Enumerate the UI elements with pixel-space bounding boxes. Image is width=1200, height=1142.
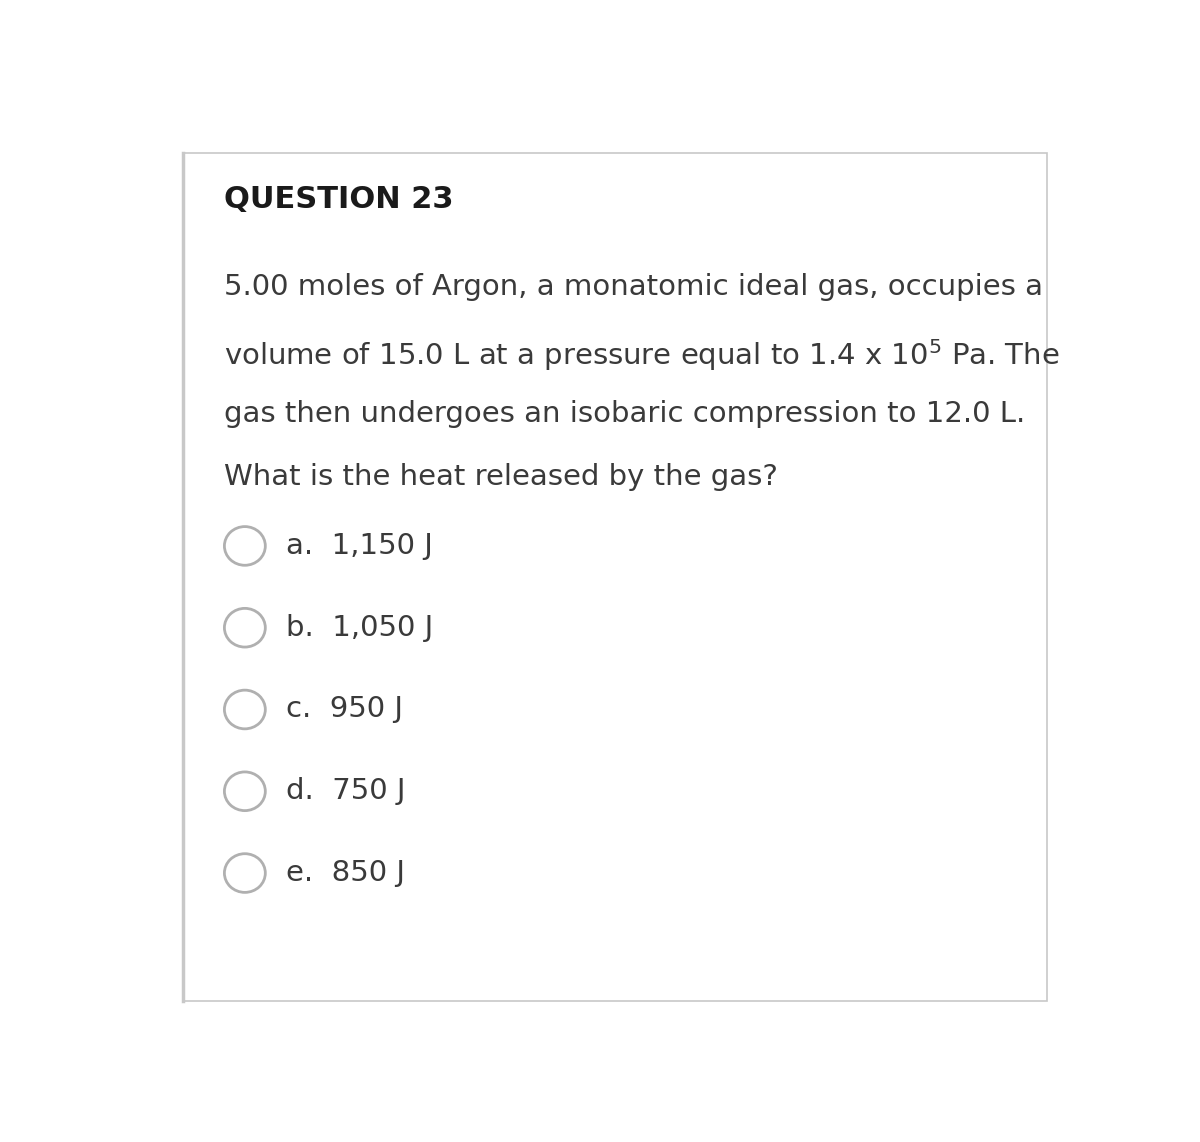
Text: d.  750 J: d. 750 J bbox=[286, 778, 406, 805]
Text: QUESTION 23: QUESTION 23 bbox=[224, 185, 454, 215]
Circle shape bbox=[224, 854, 265, 892]
FancyBboxPatch shape bbox=[182, 153, 1048, 1000]
Circle shape bbox=[224, 526, 265, 565]
Circle shape bbox=[224, 772, 265, 811]
Text: 5.00 moles of Argon, a monatomic ideal gas, occupies a: 5.00 moles of Argon, a monatomic ideal g… bbox=[224, 273, 1044, 301]
Circle shape bbox=[224, 609, 265, 648]
Text: a.  1,150 J: a. 1,150 J bbox=[286, 532, 433, 560]
Circle shape bbox=[224, 690, 265, 729]
Text: c.  950 J: c. 950 J bbox=[286, 695, 403, 724]
Text: gas then undergoes an isobaric compression to 12.0 L.: gas then undergoes an isobaric compressi… bbox=[224, 400, 1026, 428]
Text: b.  1,050 J: b. 1,050 J bbox=[286, 613, 433, 642]
Text: volume of 15.0 L at a pressure equal to 1.4 x 10$^{5}$ Pa. The: volume of 15.0 L at a pressure equal to … bbox=[224, 337, 1060, 372]
Text: e.  850 J: e. 850 J bbox=[286, 859, 404, 887]
Text: What is the heat released by the gas?: What is the heat released by the gas? bbox=[224, 464, 779, 491]
